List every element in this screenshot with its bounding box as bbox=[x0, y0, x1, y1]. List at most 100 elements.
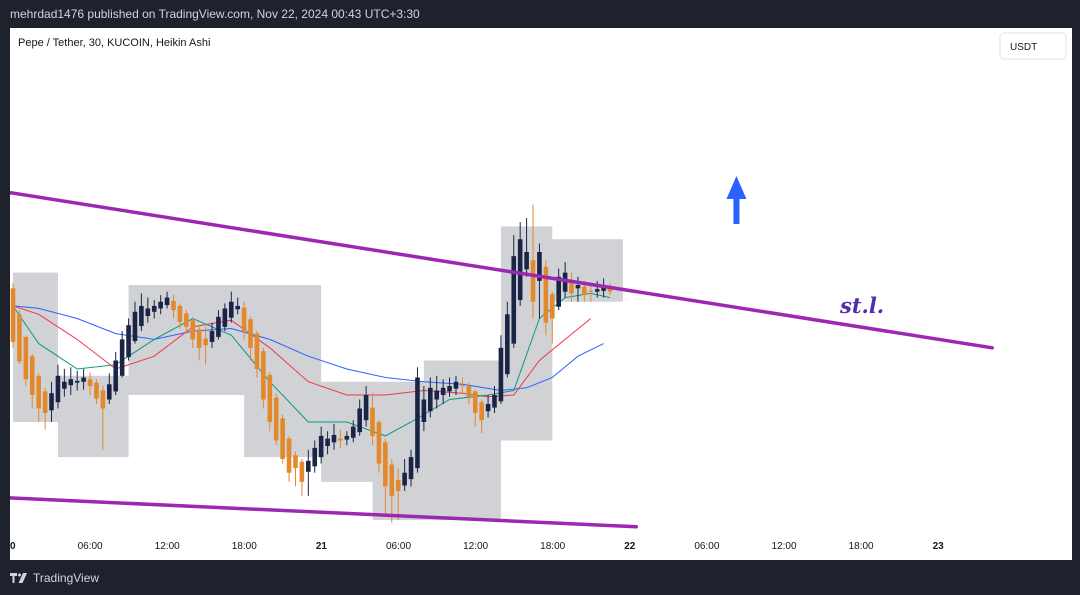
candle bbox=[530, 204, 536, 319]
candle bbox=[286, 435, 292, 482]
candle-body bbox=[119, 339, 125, 376]
candle-body bbox=[466, 386, 472, 397]
x-axis-tick-label: 22 bbox=[624, 541, 636, 552]
brand-label: TradingView bbox=[33, 571, 100, 585]
candle-body bbox=[299, 461, 305, 482]
candle bbox=[357, 399, 362, 436]
candle-body bbox=[415, 377, 420, 469]
candle bbox=[81, 369, 86, 390]
candle-body bbox=[472, 391, 478, 413]
candle bbox=[132, 301, 138, 344]
candle-layer bbox=[10, 204, 613, 523]
candle-body bbox=[453, 381, 459, 389]
candle-body bbox=[607, 288, 613, 292]
candle-body bbox=[74, 380, 80, 383]
candle bbox=[569, 272, 574, 302]
candle-body bbox=[49, 393, 54, 411]
x-axis-tick-label: 18:00 bbox=[849, 541, 874, 552]
candle bbox=[511, 235, 517, 348]
candle-body bbox=[594, 289, 600, 292]
candle-body bbox=[87, 379, 93, 386]
candle-body bbox=[357, 408, 362, 433]
candle bbox=[524, 218, 529, 277]
candle bbox=[184, 310, 189, 334]
cloud-band bbox=[552, 239, 623, 302]
candle-body bbox=[575, 285, 581, 289]
candle-body bbox=[68, 379, 74, 386]
candle bbox=[273, 393, 279, 446]
tradingview-brand[interactable]: TradingView bbox=[10, 568, 99, 588]
candle bbox=[543, 260, 549, 336]
candle-body bbox=[293, 455, 298, 469]
drawings-layer: 0.00002168st.l. bbox=[10, 176, 994, 529]
candle bbox=[517, 222, 523, 306]
candle bbox=[254, 331, 260, 378]
candle bbox=[164, 291, 170, 309]
candle-body bbox=[184, 313, 189, 327]
candle-body bbox=[254, 333, 260, 369]
candle-body bbox=[562, 272, 568, 292]
candle bbox=[68, 367, 74, 395]
candle-body bbox=[460, 385, 465, 387]
lower-trendline bbox=[10, 496, 638, 529]
candle bbox=[325, 431, 330, 455]
candle bbox=[171, 295, 176, 319]
candle-body bbox=[222, 308, 228, 327]
currency-button[interactable]: USDT bbox=[999, 32, 1067, 60]
tradingview-logo-icon bbox=[10, 573, 27, 583]
candle-body bbox=[107, 384, 112, 400]
candle bbox=[505, 301, 510, 378]
x-axis-tick-label: 12:00 bbox=[155, 541, 180, 552]
x-axis-tick-label: 12:00 bbox=[771, 541, 796, 552]
candle-body bbox=[113, 360, 119, 392]
candle-body bbox=[601, 286, 606, 291]
candle-body bbox=[81, 377, 86, 382]
candle bbox=[389, 459, 395, 523]
candle bbox=[479, 399, 484, 434]
candle-body bbox=[492, 395, 497, 408]
candle bbox=[17, 310, 22, 364]
symbol-legend[interactable]: Pepe / Tether, 30, KUCOIN, Heikin Ashi bbox=[18, 37, 210, 49]
candle bbox=[537, 243, 542, 319]
cloud-band bbox=[128, 285, 245, 395]
candle bbox=[549, 291, 555, 344]
candle-body bbox=[318, 435, 324, 458]
candle bbox=[100, 386, 106, 450]
candle-body bbox=[145, 308, 151, 316]
candle-body bbox=[10, 288, 16, 342]
candle-body bbox=[395, 480, 401, 491]
x-axis-tick-label: 21 bbox=[316, 541, 328, 552]
candle-body bbox=[36, 375, 41, 409]
candle bbox=[42, 387, 48, 430]
candle bbox=[209, 322, 215, 348]
candle bbox=[177, 303, 183, 329]
candle bbox=[49, 381, 54, 422]
candle-body bbox=[376, 422, 382, 464]
candle bbox=[350, 420, 356, 443]
chart-area[interactable]: 0.00002168st.l. 0.000023500.000023000.00… bbox=[10, 28, 1072, 560]
candle-body bbox=[164, 297, 170, 306]
candle-body bbox=[549, 294, 555, 319]
candle-body bbox=[524, 252, 529, 270]
candle-body bbox=[370, 407, 375, 436]
candle-body bbox=[331, 434, 337, 443]
candle bbox=[107, 373, 112, 404]
price-chart[interactable]: 0.00002168st.l. 0.000023500.000023000.00… bbox=[10, 28, 1072, 560]
candle bbox=[228, 291, 234, 323]
candle-body bbox=[241, 307, 247, 332]
candle-body bbox=[126, 325, 131, 358]
candle-body bbox=[190, 320, 196, 340]
candle-body bbox=[421, 399, 427, 422]
red-moving-average-line bbox=[12, 305, 592, 398]
candle bbox=[94, 379, 99, 404]
candle-body bbox=[235, 305, 240, 310]
candle bbox=[222, 303, 228, 332]
candle bbox=[370, 393, 375, 446]
candle bbox=[421, 386, 427, 432]
candle bbox=[23, 335, 29, 386]
candle-body bbox=[383, 442, 388, 487]
candle-body bbox=[228, 301, 234, 318]
candle-body bbox=[325, 438, 330, 447]
candle-body bbox=[485, 404, 491, 412]
x-axis-tick-label: 0 bbox=[10, 541, 16, 552]
